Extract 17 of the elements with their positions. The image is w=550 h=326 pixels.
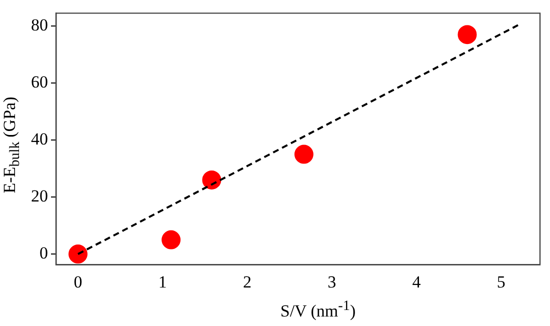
point — [162, 230, 181, 250]
y-tick-label: 20 — [31, 186, 48, 206]
x-tick-label: 2 — [242, 272, 252, 292]
x-tick-label: 1 — [158, 272, 167, 292]
x-tick-label: 3 — [328, 272, 336, 292]
y-tick-label: 0 — [40, 244, 48, 263]
x-tick-label: 4 — [412, 272, 422, 292]
x-tick-label: 0 — [74, 272, 82, 292]
point — [202, 170, 222, 190]
y-tick-label: 40 — [31, 130, 48, 149]
x-axis-title: S/V (nm$^{-1}$) — [280, 298, 356, 322]
x-tick-label: 5 — [496, 272, 506, 292]
point — [458, 25, 477, 44]
y-tick-label: 80 — [31, 15, 48, 34]
point — [294, 144, 314, 164]
point — [68, 244, 88, 264]
y-tick-label: 60 — [31, 72, 48, 92]
